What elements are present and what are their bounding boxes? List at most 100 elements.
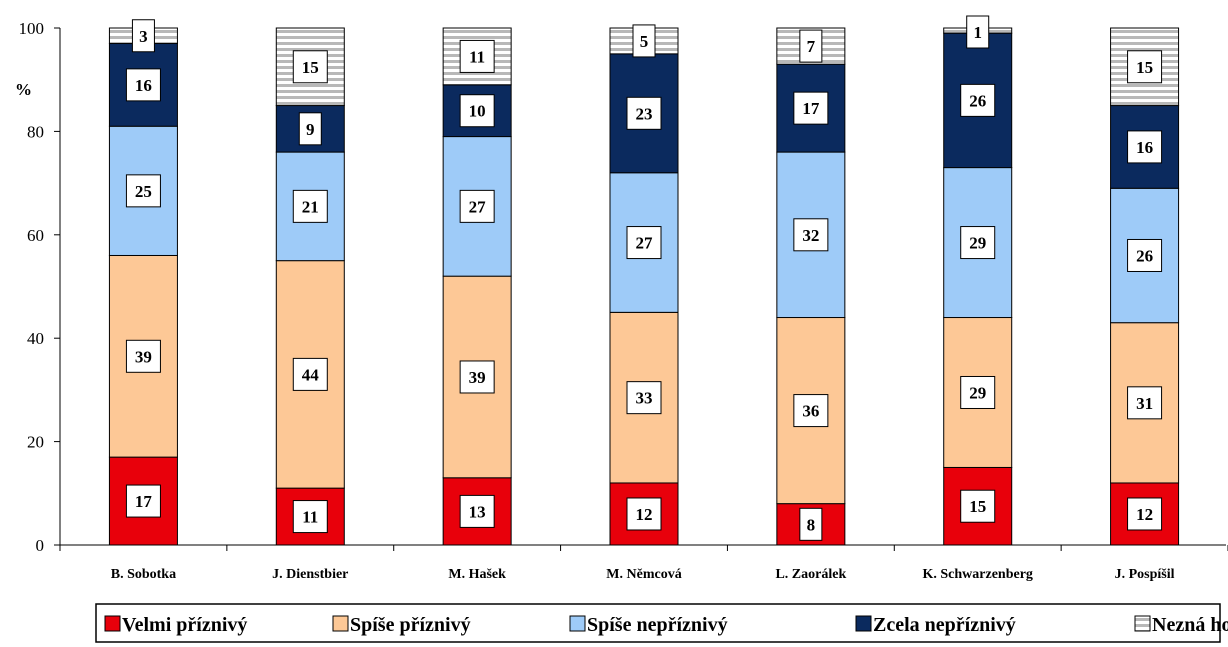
y-tick-label: 60 [27,226,44,245]
data-label-box [125,339,161,373]
data-label: 26 [969,91,986,110]
data-label: 1 [973,23,982,42]
x-tick-label: L. Zaorálek [775,567,846,582]
data-label: 31 [1136,394,1153,413]
data-label-box [626,497,662,531]
x-tick-label: M. Hašek [448,567,506,582]
data-label-box [1127,130,1163,164]
data-label-box [292,50,328,84]
data-label: 15 [969,497,986,516]
data-label: 27 [636,234,654,253]
data-label-box [125,68,161,102]
legend-label: Spíše příznivý [350,614,471,636]
axes-layer: B. Sobotka J. Dienstbier M. Hašek M. Němcov… [15,19,1228,582]
data-label-box [459,39,495,73]
data-label: 29 [969,383,986,402]
data-label: 17 [135,492,153,511]
x-tick-label: J. Pospíšil [1115,567,1175,582]
data-label: 7 [807,37,816,56]
data-label-box [1127,497,1163,531]
data-label: 21 [302,197,319,216]
data-label: 12 [1136,505,1153,524]
data-label-box [626,226,662,260]
data-label: 27 [469,197,487,216]
data-label: 12 [636,505,653,524]
data-label-box [292,500,328,534]
data-label-box [793,91,829,125]
data-label-box [960,226,996,260]
legend-label: Velmi příznivý [122,614,247,636]
bars-layer [108,27,1180,546]
legend: Velmi příznivý Spíše příznivý Spíše nepříz… [95,603,1228,643]
legend-swatch [855,615,872,632]
x-tick-label: M. Němcová [606,567,681,582]
x-tick-label: K. Schwarzenberg [922,567,1032,582]
data-label-box [1127,50,1163,84]
data-label-box [960,375,996,409]
x-tick-label: J. Dienstbier [272,567,348,582]
data-label: 29 [969,234,986,253]
data-label-box [793,394,829,428]
data-label: 3 [139,27,148,46]
data-label: 33 [636,389,653,408]
data-label-box [626,381,662,415]
data-label-box [292,357,328,391]
data-label-box [292,189,328,223]
data-label-box [966,15,990,49]
data-label: 32 [802,226,819,245]
legend-swatch [569,615,586,632]
y-axis-label: % [15,80,32,99]
data-label-box [799,507,823,541]
data-label-box [626,96,662,130]
data-label-box [459,189,495,223]
data-label: 25 [135,182,152,201]
x-tick-label: B. Sobotka [111,567,176,582]
data-label: 9 [306,120,315,139]
data-label-box [1127,386,1163,420]
data-label: 36 [802,402,819,421]
data-label-box [459,494,495,528]
data-label-box [632,24,656,58]
y-tick-label: 0 [36,536,45,555]
legend-label: Zcela nepříznivý [873,614,1016,636]
data-label: 17 [802,99,820,118]
data-label-box [125,484,161,518]
data-label-box [1127,238,1163,272]
data-label-box [131,19,155,53]
legend-swatch [1134,615,1151,632]
data-label: 5 [640,32,649,51]
data-label: 39 [135,347,152,366]
legend-swatch [332,615,349,632]
data-label: 23 [636,104,653,123]
legend-box [95,603,1221,643]
data-label-box [960,489,996,523]
data-label: 11 [302,508,318,527]
y-tick-label: 20 [27,433,44,452]
y-tick-label: 100 [19,19,45,38]
data-label-box [793,218,829,252]
data-labels-layer: 1739251631144219151339271011123327235836… [125,15,1163,541]
y-tick-label: 40 [27,329,44,348]
data-label-box [298,112,322,146]
data-label: 10 [469,102,486,121]
data-label-box [459,94,495,128]
legend-label: Nezná ho [1152,614,1228,636]
data-label: 8 [807,515,816,534]
data-label-box [960,83,996,117]
data-label: 16 [1136,138,1153,157]
data-label-box [799,29,823,63]
data-label: 11 [469,47,485,66]
data-label: 13 [469,502,486,521]
data-label: 15 [302,58,319,77]
data-label: 26 [1136,246,1153,265]
y-tick-label: 80 [27,122,44,141]
data-label: 16 [135,76,152,95]
data-label: 44 [302,365,320,384]
data-label-box [459,360,495,394]
data-label: 39 [469,368,486,387]
legend-swatch [104,615,121,632]
legend-label: Spíše nepříznivý [587,614,728,636]
data-label: 15 [1136,58,1153,77]
data-label-box [125,174,161,208]
